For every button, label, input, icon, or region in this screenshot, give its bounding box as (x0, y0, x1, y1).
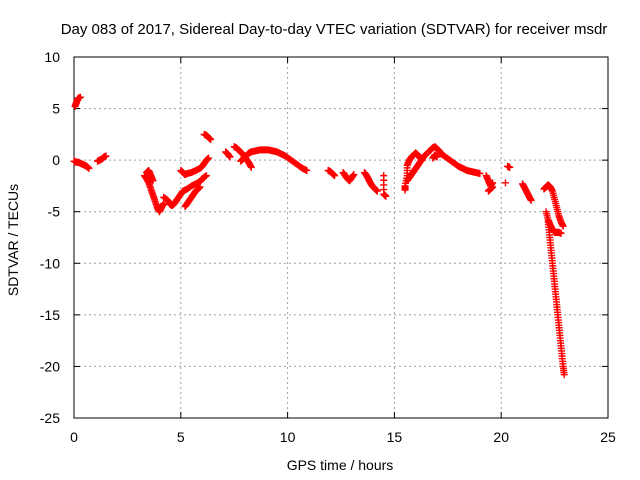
y-axis-label: SDTVAR / TECUs (5, 184, 21, 296)
y-tick-label: 10 (44, 49, 60, 65)
data-point (527, 196, 535, 204)
chart-title: Day 083 of 2017, Sidereal Day-to-day VTE… (61, 21, 608, 38)
data-point (160, 199, 168, 207)
data-point (433, 153, 441, 161)
y-tick-label: -5 (48, 204, 61, 220)
data-point (207, 136, 215, 144)
y-tick-label: -10 (40, 255, 60, 271)
data-point (202, 172, 210, 180)
data-point (226, 153, 234, 161)
data-point (196, 183, 204, 191)
data-point (506, 163, 514, 171)
data-point (149, 177, 157, 185)
data-point (559, 222, 567, 230)
data-point (85, 164, 93, 172)
y-tick-label: -20 (40, 358, 60, 374)
data-point (350, 171, 358, 179)
x-tick-label: 20 (493, 429, 509, 445)
data-point (373, 187, 381, 195)
y-tick-label: 0 (52, 152, 60, 168)
data-point (247, 163, 255, 171)
axis-ticks: 0 5 10 15 20 25 -25 -20 -15 -10 -5 0 5 10 (40, 49, 616, 445)
x-tick-label: 10 (280, 429, 296, 445)
data-point (501, 179, 509, 187)
data-point (476, 170, 484, 178)
data-point (303, 166, 311, 174)
data-point (205, 154, 213, 162)
data-point (76, 93, 84, 101)
data-point (201, 172, 209, 180)
x-tick-label: 15 (387, 429, 403, 445)
x-tick-label: 25 (600, 429, 616, 445)
data-point (557, 229, 565, 237)
data-point (382, 192, 390, 200)
data-point (560, 371, 568, 379)
y-tick-label: -15 (40, 307, 60, 323)
y-tick-label: -25 (40, 410, 60, 426)
data-point (489, 183, 497, 191)
plot-frame (73, 56, 609, 419)
data-points (70, 93, 568, 379)
data-point (331, 172, 339, 180)
x-axis-label: GPS time / hours (287, 457, 394, 473)
x-tick-label: 0 (70, 429, 78, 445)
y-tick-label: 5 (52, 101, 60, 117)
data-point (102, 152, 110, 160)
grid-lines (74, 57, 608, 418)
x-tick-label: 5 (177, 429, 185, 445)
